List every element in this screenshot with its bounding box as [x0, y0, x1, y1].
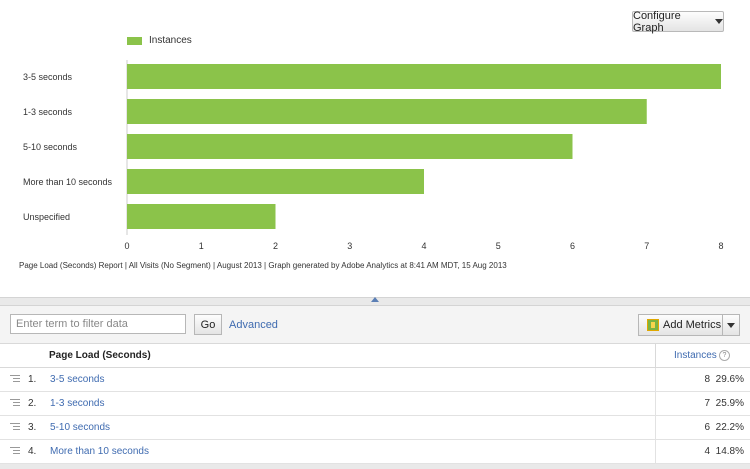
- x-tick-label: 8: [718, 241, 723, 251]
- legend-swatch: [127, 37, 142, 45]
- help-icon[interactable]: ?: [719, 350, 730, 361]
- category-label: Unspecified: [23, 212, 70, 222]
- row-rank: 4.: [28, 446, 37, 457]
- breakdown-icon[interactable]: [10, 375, 20, 384]
- x-tick-label: 2: [273, 241, 278, 251]
- x-tick-label: 4: [421, 241, 426, 251]
- column-divider: [655, 416, 656, 439]
- x-tick-label: 0: [124, 241, 129, 251]
- row-rank: 2.: [28, 398, 37, 409]
- bar-chart: 3-5 seconds 1-3 seconds 5-10 seconds More t…: [23, 60, 724, 251]
- table-row: 2. 1-3 seconds 7 25.9%: [0, 392, 750, 416]
- table-body: 1. 3-5 seconds 8 29.6% 2. 1-3 seconds 7 25.9% 3.…: [0, 368, 750, 464]
- chevron-down-icon: [727, 322, 735, 328]
- table-toolbar: Go Advanced Add Metrics: [0, 305, 750, 344]
- bar[interactable]: [127, 134, 573, 159]
- advanced-link[interactable]: Advanced: [229, 319, 278, 331]
- row-label-link[interactable]: 5-10 seconds: [50, 422, 111, 433]
- row-count: 8: [704, 374, 710, 385]
- row-label-link[interactable]: 3-5 seconds: [50, 374, 105, 385]
- breakdown-icon[interactable]: [10, 399, 20, 408]
- row-percent: 14.8%: [715, 446, 744, 457]
- legend-label: Instances: [149, 35, 192, 46]
- row-label-link[interactable]: 1-3 seconds: [50, 398, 105, 409]
- bar[interactable]: [127, 169, 424, 194]
- header-instances[interactable]: Instances: [674, 350, 717, 361]
- report-table: Page Load (Seconds) Instances ? 1. 3-5 se…: [0, 343, 750, 464]
- category-label: More than 10 seconds: [23, 177, 113, 187]
- row-rank: 3.: [28, 422, 37, 433]
- go-button[interactable]: Go: [194, 314, 222, 335]
- table-row: 4. More than 10 seconds 4 14.8%: [0, 440, 750, 464]
- table-row: 1. 3-5 seconds 8 29.6%: [0, 368, 750, 392]
- breakdown-icon[interactable]: [10, 423, 20, 432]
- header-page-load: Page Load (Seconds): [49, 350, 151, 361]
- add-metrics-button[interactable]: Add Metrics: [638, 314, 722, 336]
- filter-input[interactable]: [10, 314, 186, 334]
- row-percent: 29.6%: [715, 374, 744, 385]
- row-count: 4: [704, 446, 710, 457]
- bar[interactable]: [127, 99, 647, 124]
- row-count: 6: [704, 422, 710, 433]
- graph-footnote: Page Load (Seconds) Report | All Visits …: [19, 261, 507, 270]
- add-metrics-dropdown[interactable]: [722, 314, 740, 336]
- row-rank: 1.: [28, 374, 37, 385]
- configure-graph-button[interactable]: Configure Graph: [632, 9, 724, 34]
- configure-graph-label: Configure Graph: [633, 9, 681, 34]
- bar[interactable]: [127, 204, 276, 229]
- collapse-graph-handle[interactable]: [367, 295, 383, 304]
- table-header: Page Load (Seconds) Instances ?: [0, 344, 750, 368]
- bar[interactable]: [127, 64, 721, 89]
- row-percent: 25.9%: [715, 398, 744, 409]
- chevron-down-icon: [715, 19, 723, 24]
- column-divider: [655, 440, 656, 463]
- category-label: 5-10 seconds: [23, 142, 78, 152]
- add-metrics-icon: [647, 319, 659, 331]
- row-percent: 22.2%: [715, 422, 744, 433]
- x-tick-label: 6: [570, 241, 575, 251]
- x-tick-label: 3: [347, 241, 352, 251]
- row-label-link[interactable]: More than 10 seconds: [50, 446, 149, 457]
- category-label: 1-3 seconds: [23, 107, 73, 117]
- column-divider: [655, 368, 656, 391]
- table-row: 3. 5-10 seconds 6 22.2%: [0, 416, 750, 440]
- graph-panel: Configure Graph Instances 3-5 seconds 1-3…: [0, 0, 750, 298]
- column-divider: [655, 344, 656, 367]
- category-label: 3-5 seconds: [23, 72, 73, 82]
- x-tick-label: 7: [644, 241, 649, 251]
- x-tick-label: 1: [199, 241, 204, 251]
- row-count: 7: [704, 398, 710, 409]
- x-tick-label: 5: [496, 241, 501, 251]
- column-divider: [655, 392, 656, 415]
- add-metrics-label: Add Metrics: [663, 319, 722, 331]
- chevron-up-icon: [371, 297, 379, 302]
- breakdown-icon[interactable]: [10, 447, 20, 456]
